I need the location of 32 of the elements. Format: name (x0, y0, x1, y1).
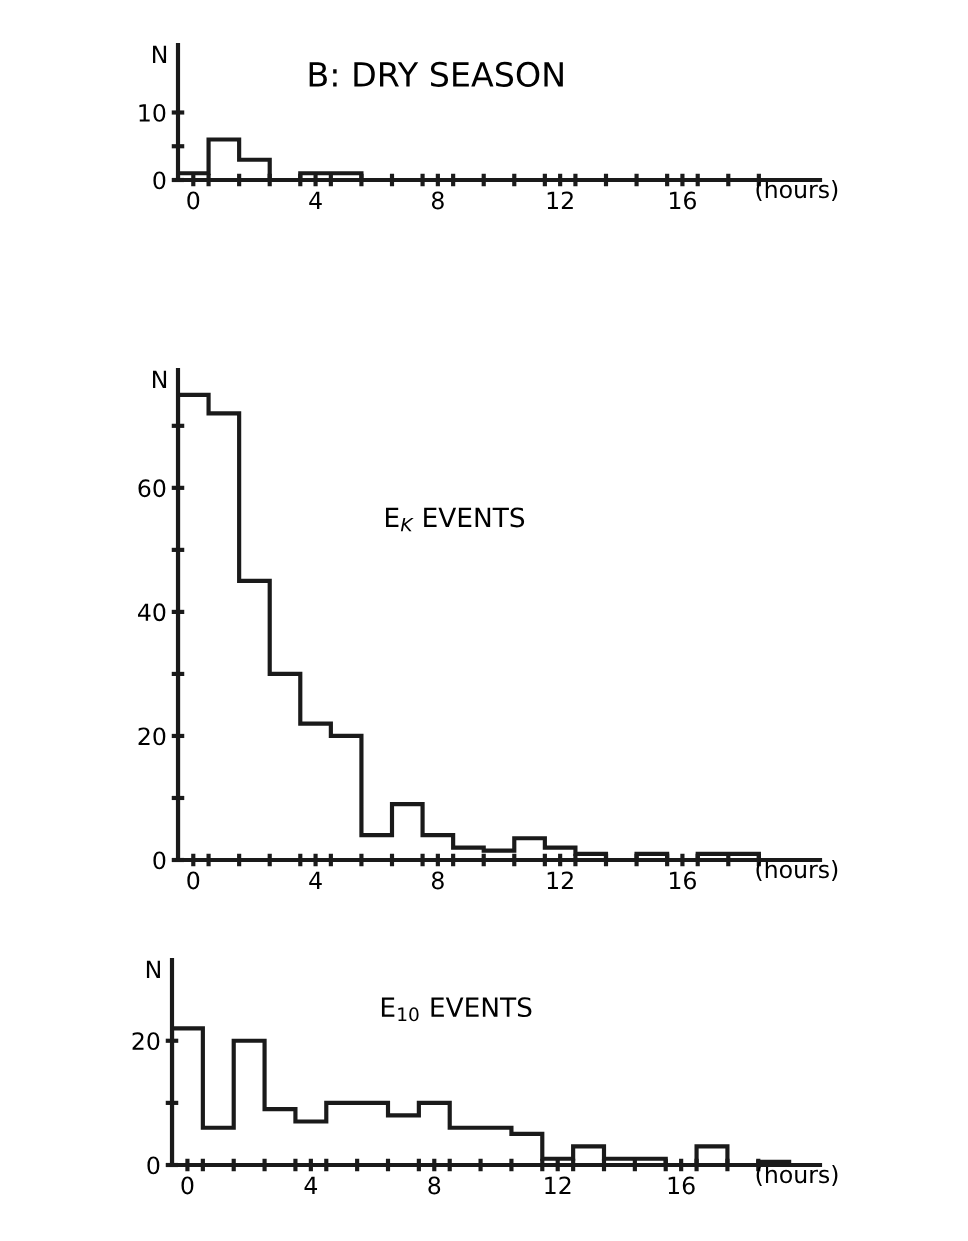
y-tick-label: 40 (138, 603, 166, 622)
y-tick-label: 10 (139, 103, 166, 122)
x-axis-title: (hours) (756, 180, 838, 202)
y-tick-label: 20 (132, 1032, 160, 1051)
y-tick-label: 60 (138, 479, 166, 498)
x-tick-label: 4 (309, 191, 322, 210)
chart-title: B: DRY SEASON (309, 61, 563, 87)
x-tick-label: 8 (431, 871, 444, 890)
x-tick-label: 4 (309, 871, 322, 890)
x-tick-label: 16 (668, 1176, 695, 1195)
y-axis-title: N (153, 45, 167, 63)
annotation: E$_{10}$ EVENTS (381, 997, 532, 1022)
x-tick-label: 16 (670, 191, 696, 210)
x-tick-label: 0 (181, 1176, 194, 1195)
x-tick-label: 4 (304, 1176, 318, 1195)
x-tick-label: 8 (428, 1176, 441, 1195)
annotation: E$_{K}$ EVENTS (386, 507, 525, 532)
y-tick-label: 0 (153, 851, 166, 870)
x-tick-label: 16 (670, 871, 696, 890)
x-tick-label: 0 (187, 871, 200, 890)
y-tick-label: 0 (153, 171, 166, 190)
x-axis-title: (hours) (756, 1165, 838, 1187)
x-tick-label: 12 (547, 191, 573, 210)
x-tick-label: 12 (545, 1176, 571, 1195)
y-tick-label: 20 (138, 727, 166, 746)
y-tick-label: 0 (147, 1156, 160, 1175)
x-tick-label: 8 (431, 191, 444, 210)
x-tick-label: 12 (547, 871, 573, 890)
x-axis-title: (hours) (756, 860, 838, 882)
x-tick-label: 0 (187, 191, 200, 210)
y-axis-title: N (153, 370, 167, 388)
y-axis-title: N (146, 960, 160, 978)
